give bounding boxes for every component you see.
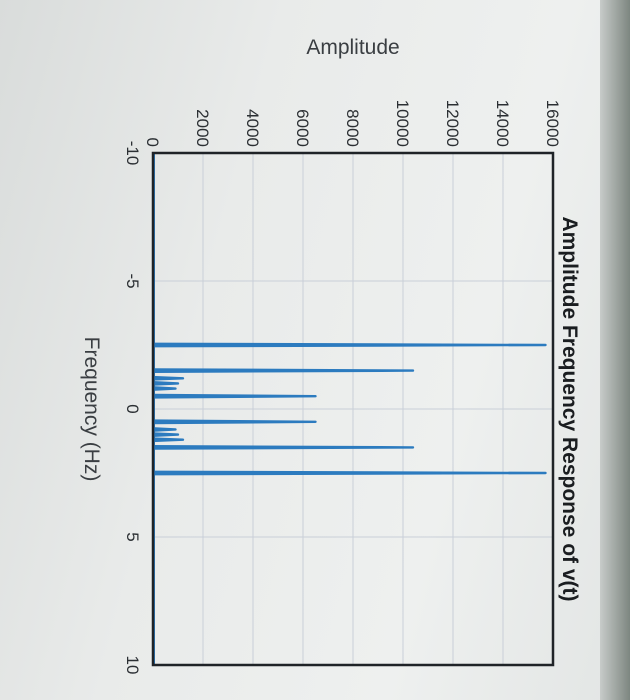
plot-frame bbox=[151, 151, 555, 667]
y-tick-label: 0 bbox=[143, 138, 162, 147]
spike bbox=[152, 342, 547, 348]
y-tick-label: 4000 bbox=[243, 109, 262, 147]
x-tick-label: -5 bbox=[123, 273, 142, 288]
spike bbox=[152, 368, 415, 373]
chart-title: Amplitude Frequency Response of v(t) bbox=[558, 216, 581, 601]
y-tick-label: 16000 bbox=[543, 100, 562, 147]
x-tick-label: -10 bbox=[123, 141, 142, 166]
x-tick-label: 5 bbox=[123, 532, 142, 541]
y-tick-label: 14000 bbox=[493, 100, 512, 147]
spike bbox=[152, 375, 185, 381]
spike bbox=[152, 419, 317, 425]
spike bbox=[152, 381, 180, 386]
spike bbox=[152, 432, 180, 437]
spike bbox=[152, 445, 415, 450]
monitor-edge bbox=[600, 0, 630, 700]
y-tick-label: 10000 bbox=[393, 100, 412, 147]
spike bbox=[152, 386, 177, 391]
y-tick-label: 2000 bbox=[193, 109, 212, 147]
spike bbox=[152, 427, 177, 432]
y-tick-label: 12000 bbox=[443, 100, 462, 147]
y-tick-label: 8000 bbox=[343, 109, 362, 147]
y-tick-label: 6000 bbox=[293, 109, 312, 147]
x-tick-label: 0 bbox=[123, 404, 142, 413]
spike bbox=[152, 437, 185, 443]
spike bbox=[152, 470, 547, 476]
x-axis-label: Frequency (Hz) bbox=[80, 337, 103, 482]
x-tick-label: 10 bbox=[123, 656, 142, 675]
y-axis-label: Amplitude bbox=[306, 36, 399, 59]
x-tick-labels: -10 -5 0 5 10 bbox=[123, 141, 142, 675]
y-tick-labels: 0 2000 4000 6000 8000 10000 12000 14000 16000 bbox=[143, 100, 562, 147]
spike bbox=[152, 393, 317, 399]
grid bbox=[152, 152, 554, 666]
